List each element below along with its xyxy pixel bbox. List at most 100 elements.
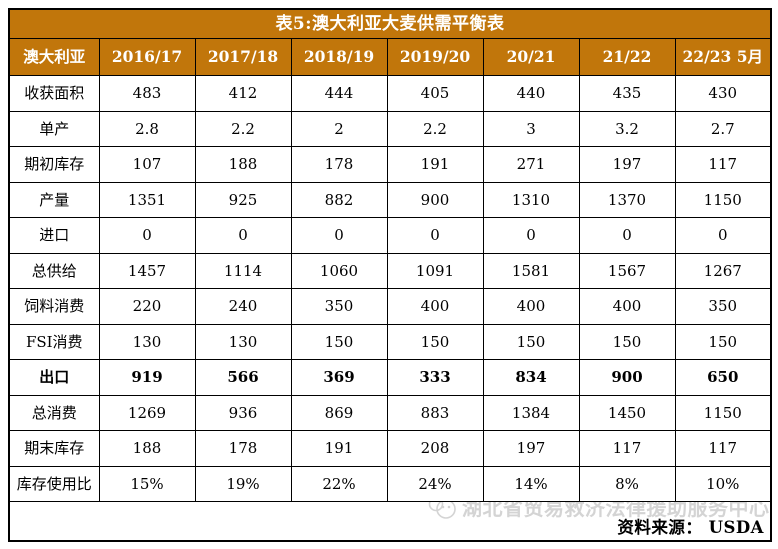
table-cell: 3.2: [578, 110, 676, 147]
balance-table: 表5:澳大利亚大麦供需平衡表 澳大利亚 2016/17 2017/18 2018/19…: [8, 8, 772, 542]
table-cell: 1150: [674, 394, 772, 431]
table-cell: 2.8: [98, 110, 196, 147]
table-cell: 197: [578, 146, 676, 183]
table-cell: 2.2: [386, 110, 484, 147]
table-cell: 1567: [578, 252, 676, 289]
table-cell: 1114: [194, 252, 292, 289]
table-cell: 369: [290, 359, 388, 396]
table-row: 期末库存 188 178 191 208 197 117 117: [8, 430, 772, 467]
table-cell: 1091: [386, 252, 484, 289]
table-cell: 14%: [482, 465, 580, 502]
table-title-row: 表5:澳大利亚大麦供需平衡表: [8, 8, 772, 39]
table-cell: 882: [290, 181, 388, 218]
row-label: 产量: [8, 181, 100, 218]
table-cell: 1060: [290, 252, 388, 289]
table-cell: 566: [194, 359, 292, 396]
table-cell: 15%: [98, 465, 196, 502]
row-label: 单产: [8, 110, 100, 147]
table-cell: 19%: [194, 465, 292, 502]
year-column-header: 21/22: [578, 38, 676, 76]
table-cell: 1351: [98, 181, 196, 218]
table-row: 饲料消费 220 240 350 400 400 400 350: [8, 288, 772, 325]
table-cell: 10%: [674, 465, 772, 502]
table-row: 期初库存 107 188 178 191 271 197 117: [8, 146, 772, 183]
row-label: 库存使用比: [8, 465, 100, 502]
table-cell: 333: [386, 359, 484, 396]
row-label: 出口: [8, 359, 100, 396]
table-cell: 2.7: [674, 110, 772, 147]
table-title: 表5:澳大利亚大麦供需平衡表: [8, 8, 772, 39]
table-cell: 0: [482, 217, 580, 254]
table-cell: 405: [386, 75, 484, 112]
table-cell: 400: [578, 288, 676, 325]
table-cell: 150: [482, 323, 580, 360]
table-cell: 220: [98, 288, 196, 325]
table-cell: 197: [482, 430, 580, 467]
table-cell: 1269: [98, 394, 196, 431]
table-body: 收获面积 483 412 444 405 440 435 430 单产 2.8 2.2 2 2.2 3 3.…: [8, 75, 772, 502]
table-cell: 117: [674, 146, 772, 183]
table-cell: 1581: [482, 252, 580, 289]
table-row: 出口 919 566 369 333 834 900 650: [8, 359, 772, 396]
row-label: 期初库存: [8, 146, 100, 183]
table-row: 收获面积 483 412 444 405 440 435 430: [8, 75, 772, 112]
table-cell: 22%: [290, 465, 388, 502]
table-cell: 900: [386, 181, 484, 218]
table-cell: 440: [482, 75, 580, 112]
table-cell: 430: [674, 75, 772, 112]
table-row: 总供给 1457 1114 1060 1091 1581 1567 1267: [8, 252, 772, 289]
table-cell: 412: [194, 75, 292, 112]
table-cell: 24%: [386, 465, 484, 502]
table-cell: 117: [578, 430, 676, 467]
table-cell: 869: [290, 394, 388, 431]
table-cell: 1310: [482, 181, 580, 218]
table-cell: 936: [194, 394, 292, 431]
table-row: 总消费 1269 936 869 883 1384 1450 1150: [8, 394, 772, 431]
table-cell: 0: [290, 217, 388, 254]
watermark-text: 湖北省贸易救济法律援助服务中心: [462, 501, 770, 520]
table-row: FSI消费 130 130 150 150 150 150 150: [8, 323, 772, 360]
row-label: 收获面积: [8, 75, 100, 112]
table-cell: 130: [194, 323, 292, 360]
table-cell: 1384: [482, 394, 580, 431]
column-header-row: 澳大利亚 2016/17 2017/18 2018/19 2019/20 20/21 21/…: [8, 38, 772, 76]
table-cell: 271: [482, 146, 580, 183]
row-label: 总供给: [8, 252, 100, 289]
table-cell: 3: [482, 110, 580, 147]
table-cell: 150: [290, 323, 388, 360]
year-column-header: 22/23 5月: [674, 38, 772, 76]
row-label-column-header: 澳大利亚: [8, 38, 100, 76]
table-cell: 188: [194, 146, 292, 183]
table-cell: 435: [578, 75, 676, 112]
row-label: FSI消费: [8, 323, 100, 360]
year-column-header: 2016/17: [98, 38, 196, 76]
table-cell: 2: [290, 110, 388, 147]
table-cell: 0: [578, 217, 676, 254]
table-cell: 130: [98, 323, 196, 360]
table-cell: 1457: [98, 252, 196, 289]
table-cell: 1370: [578, 181, 676, 218]
watermark-logo-icon: [428, 502, 456, 519]
row-label: 期末库存: [8, 430, 100, 467]
table-cell: 350: [290, 288, 388, 325]
table-cell: 188: [98, 430, 196, 467]
table-row: 单产 2.8 2.2 2 2.2 3 3.2 2.7: [8, 110, 772, 147]
table-cell: 150: [578, 323, 676, 360]
table-cell: 883: [386, 394, 484, 431]
year-column-header: 2019/20: [386, 38, 484, 76]
table-cell: 191: [386, 146, 484, 183]
row-label: 饲料消费: [8, 288, 100, 325]
table-cell: 1150: [674, 181, 772, 218]
table-cell: 208: [386, 430, 484, 467]
table-cell: 178: [194, 430, 292, 467]
year-column-header: 2017/18: [194, 38, 292, 76]
table-cell: 107: [98, 146, 196, 183]
year-column-header: 2018/19: [290, 38, 388, 76]
table-cell: 178: [290, 146, 388, 183]
table-cell: 400: [386, 288, 484, 325]
table-cell: 834: [482, 359, 580, 396]
table-cell: 150: [674, 323, 772, 360]
table-cell: 0: [194, 217, 292, 254]
table-cell: 191: [290, 430, 388, 467]
table-cell: 1450: [578, 394, 676, 431]
